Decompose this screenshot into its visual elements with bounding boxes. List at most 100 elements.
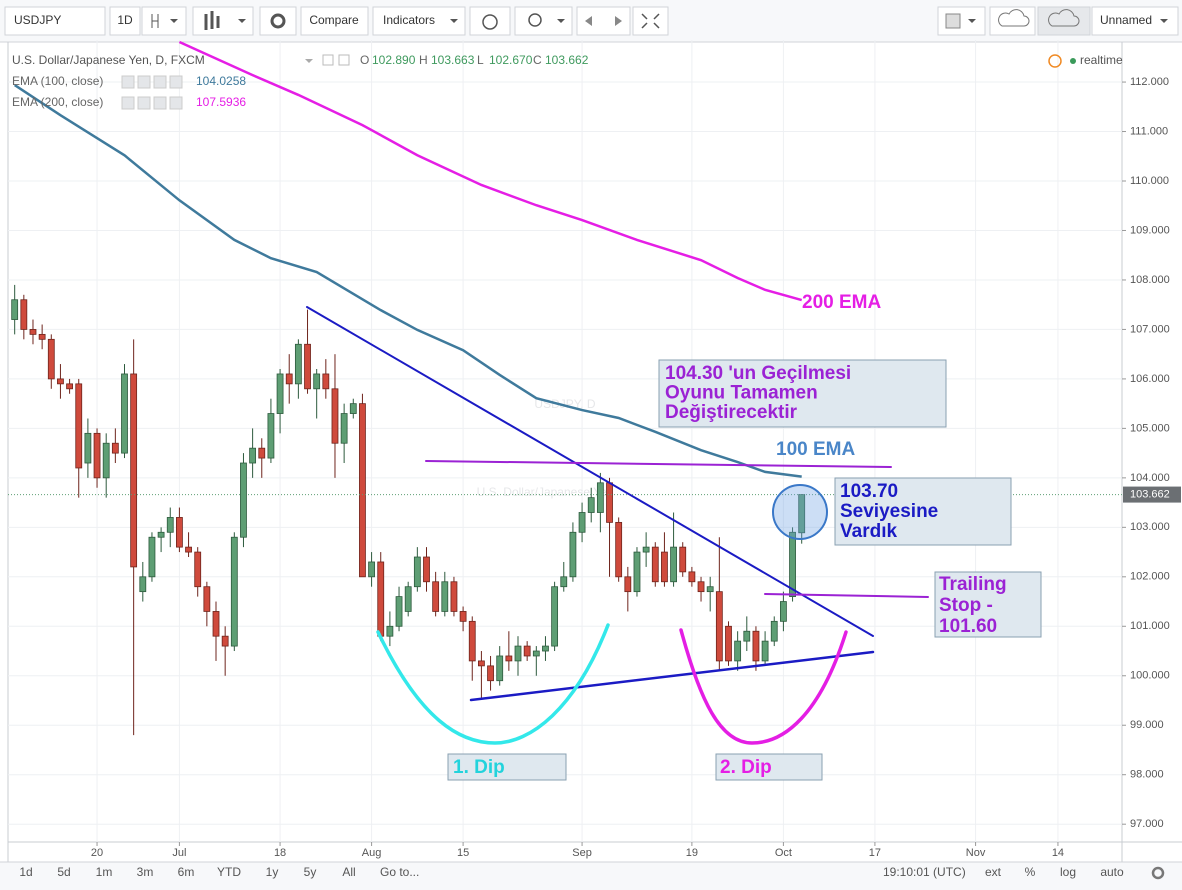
y-tick-label: 100.000 [1130, 670, 1170, 682]
indicator-icon[interactable] [153, 96, 167, 110]
goto-button[interactable]: Go to... [380, 865, 419, 879]
indicators[interactable]: Indicators [383, 13, 435, 27]
compare-button[interactable] [300, 6, 369, 36]
candle-body [230, 536, 238, 647]
candle-body [212, 611, 220, 637]
ideas[interactable] [514, 6, 573, 36]
candle-body [624, 576, 632, 593]
candle-body [166, 517, 174, 533]
candle-body [349, 403, 357, 414]
y-tick-label: 108.000 [1130, 274, 1170, 286]
candle-body [38, 333, 46, 340]
indicator-icon[interactable] [169, 96, 183, 110]
range-button[interactable]: 5y [304, 865, 317, 879]
save[interactable] [1037, 6, 1091, 36]
candle-body [121, 373, 128, 454]
bottom-bar [0, 862, 1182, 890]
symbol-box[interactable] [4, 6, 106, 36]
ohlc-value: 102.670 [489, 53, 533, 67]
candle-body [75, 383, 83, 469]
drawings [306, 306, 929, 745]
range-button[interactable]: 1y [266, 865, 279, 879]
indicator-icon[interactable] [137, 96, 151, 110]
candle-body [514, 645, 522, 662]
stop-label: Stop - [939, 595, 993, 616]
candle-body [331, 388, 339, 444]
candle-body [377, 561, 385, 637]
reached-label: 103.70 [840, 481, 898, 502]
breakout-label: Değiştirecektir [665, 402, 798, 423]
candle-body [304, 343, 311, 390]
load[interactable] [989, 6, 1036, 36]
undo-redo[interactable] [576, 6, 631, 36]
candle-body [523, 645, 531, 657]
indicator-icon[interactable] [169, 75, 183, 89]
range-button[interactable]: 6m [178, 865, 195, 879]
last-price-label: 103.662 [1130, 488, 1170, 500]
x-tick-label: Jul [172, 847, 186, 859]
candle-body [505, 655, 513, 662]
range-button[interactable]: 1d [19, 865, 32, 879]
candle-body [779, 601, 787, 622]
scale-option[interactable]: log [1060, 865, 1076, 879]
layout-icon[interactable] [937, 6, 986, 36]
breakout-box [658, 359, 947, 428]
candle-body [468, 620, 476, 662]
scale-option[interactable]: auto [1100, 865, 1124, 879]
candle-body [606, 482, 613, 523]
interval-menu[interactable] [141, 6, 187, 36]
candle-body [221, 635, 229, 647]
indicator-icon[interactable] [153, 75, 167, 89]
layout-name[interactable]: Unnamed [1100, 13, 1152, 27]
candle-body [395, 596, 403, 627]
indicators-button[interactable] [372, 6, 466, 36]
y-tick-label: 107.000 [1130, 323, 1170, 335]
ema200-label: 200 EMA [802, 292, 881, 313]
candle-body [441, 581, 449, 612]
candle-body [130, 373, 138, 568]
indicator-icon[interactable] [121, 75, 135, 89]
settings[interactable] [259, 6, 297, 36]
candle-body [615, 521, 623, 578]
alert[interactable] [469, 6, 511, 36]
range-button[interactable]: 3m [137, 865, 154, 879]
indicator-value: 107.5936 [196, 95, 246, 109]
range-button[interactable]: All [342, 865, 355, 879]
downtrend-line [306, 306, 874, 637]
candle-body [148, 536, 156, 578]
interval[interactable]: 1D [117, 13, 133, 27]
range-button[interactable]: 1m [96, 865, 113, 879]
y-tick-label: 98.000 [1130, 769, 1164, 781]
fullscreen[interactable] [632, 6, 669, 36]
x-tick-label: 18 [274, 847, 286, 859]
candle-body [359, 403, 366, 578]
candle-body [294, 343, 302, 385]
candle-body [560, 576, 568, 588]
candle-body [111, 442, 119, 454]
x-tick-label: Aug [362, 847, 382, 859]
candle-body [679, 546, 687, 573]
price-circle [772, 484, 828, 540]
candle-body [752, 630, 760, 662]
scale-option[interactable]: % [1025, 865, 1036, 879]
compare[interactable]: Compare [309, 13, 359, 27]
range-button[interactable]: YTD [217, 865, 241, 879]
symbol[interactable]: USDJPY [14, 13, 61, 27]
indicator-icon[interactable] [121, 96, 135, 110]
dip1-arc [376, 623, 610, 745]
y-tick-label: 105.000 [1130, 422, 1170, 434]
settings-gear[interactable] [1151, 866, 1165, 880]
x-tick-label: 17 [869, 847, 881, 859]
x-tick-label: 20 [91, 847, 103, 859]
candle-body [102, 442, 110, 479]
candle-body [459, 611, 467, 622]
scale-option[interactable]: ext [985, 865, 1002, 879]
range-button[interactable]: 5d [57, 865, 70, 879]
candle-body [432, 581, 440, 612]
interval-box[interactable] [109, 6, 141, 36]
y-tick-label: 112.000 [1130, 76, 1169, 88]
last-price-box [1123, 486, 1181, 503]
indicator-icon[interactable] [137, 75, 151, 89]
resistance-line [425, 460, 892, 468]
candle-body [761, 640, 769, 662]
